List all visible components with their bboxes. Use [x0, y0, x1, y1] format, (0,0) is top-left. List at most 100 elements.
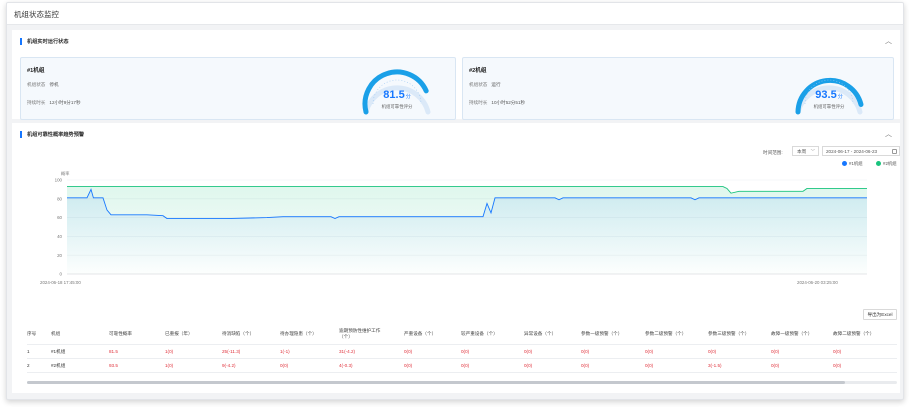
gauge-arc [362, 69, 431, 115]
status-panel-title: 机组实时运行状态 [27, 39, 69, 45]
column-header: 机组 [51, 331, 61, 336]
y-tick-label: 100 [55, 178, 63, 183]
y-tick-label: 0 [60, 272, 63, 277]
table-cell: 9(-4.2) [222, 363, 236, 368]
status-label: 机组状态 [27, 82, 46, 87]
table-cell: #2机组 [51, 363, 66, 368]
series-area [67, 189, 867, 274]
x-tick-label: 2024-06-20 03:25:00 [797, 280, 838, 285]
series-line [67, 186, 867, 194]
horizontal-scrollbar[interactable] [27, 381, 897, 384]
table-cell: 4(-0.3) [339, 363, 353, 368]
table-cell: 2 [27, 363, 30, 368]
status-panel-header: 机组实时运行状态 ︿ [12, 30, 900, 52]
column-header: 参数二级预警（个） [645, 331, 687, 336]
column-header: 异常设备（个） [524, 331, 557, 336]
unit-status-line: 机组状态 停机 [27, 82, 59, 88]
range-select[interactable]: 本周 ﹀ [792, 146, 819, 156]
column-header: 待消缺陷（个） [222, 331, 255, 336]
table-cell: 0(0) [833, 349, 842, 354]
table-cell: 0(0) [461, 349, 470, 354]
status-value: 运行 [491, 82, 501, 87]
legend-item-2[interactable]: #2机组 [876, 161, 897, 167]
gauge-track [795, 85, 863, 115]
table-cell: 25(-11.3) [222, 349, 241, 354]
calendar-icon [892, 149, 897, 154]
unit-status-line: 机组状态 运行 [469, 82, 501, 88]
unit-name: #2机组 [469, 68, 487, 74]
score-value: 81.5分 [383, 89, 411, 101]
score-label: 机组可靠性评分 [813, 104, 845, 109]
status-value: 停机 [49, 82, 59, 87]
collapse-chevron-icon[interactable]: ︿ [885, 38, 892, 45]
table-cell: 0(0) [645, 363, 654, 368]
gauge-track [363, 85, 431, 115]
date-range-picker[interactable]: 2024-06-17 - 2024-06-23 [822, 146, 900, 156]
unit-duration-line: 持续时长 12小时9分17秒 [27, 100, 81, 106]
duration-label: 持续时长 [469, 100, 488, 105]
unit-card-1: #1机组 机组状态 停机 持续时长 12小时9分17秒 81.5分 机组可靠性评分 [20, 57, 456, 120]
table-cell: 0(0) [581, 349, 590, 354]
y-axis-label: 概率 [61, 170, 69, 177]
gauge-inner-ring [804, 79, 854, 105]
column-header: 故障一级预警（个） [771, 331, 813, 336]
table-row[interactable]: 2 #2机组 93.5 1(0) 9(-4.2) 0(0) 4(-0.3) 0(0) 0(0) 0… [27, 359, 897, 373]
table-cell: 0(0) [833, 363, 842, 368]
table-cell: 81.5 [109, 349, 118, 354]
table-cell: 0(0) [280, 363, 289, 368]
y-tick-label: 60 [57, 215, 62, 220]
table-cell: 0(0) [708, 349, 717, 354]
top-bar: 机组状态监控 [7, 3, 903, 25]
legend-item-1[interactable]: #1机组 [842, 161, 863, 167]
table-cell: 0(0) [771, 349, 780, 354]
section-marker [20, 38, 22, 45]
table-cell: 0(0) [771, 363, 780, 368]
table-cell: 3(-1.5) [708, 363, 722, 368]
gauge-arc [795, 77, 864, 115]
gauge-fill [362, 69, 429, 115]
legend-dot-icon [842, 161, 847, 166]
column-header: 故障二级预警（个） [833, 331, 875, 336]
table-cell: 93.5 [109, 363, 118, 368]
range-select-value: 本周 [797, 149, 807, 154]
column-header: 已重报（年） [165, 331, 193, 336]
column-header: 严重设备（个） [404, 331, 437, 336]
column-header: 待办理隐患（个） [280, 331, 317, 336]
x-tick-label: 2024-06-18 17:45:00 [40, 280, 81, 285]
duration-value: 12小时9分17秒 [49, 100, 81, 105]
app-window: 机组状态监控 机组实时运行状态 ︿ #1机组 机组状态 停机 持续时长 12小时9分… [6, 2, 904, 400]
table-cell: 0(0) [581, 363, 590, 368]
trend-panel-header: 机组可靠性概率趋势预警 ︿ [12, 123, 900, 145]
page-title: 机组状态监控 [14, 10, 59, 19]
scrollbar-thumb[interactable] [27, 381, 845, 384]
unit-card-2: #2机组 机组状态 运行 持续时长 10小时52分51秒 93.5分 机组可靠性评分 [462, 57, 894, 120]
status-label: 机组状态 [469, 82, 488, 87]
y-tick-label: 20 [57, 253, 62, 258]
gauge-fill [795, 77, 864, 115]
y-tick-label: 40 [57, 234, 62, 239]
table-cell: 1(0) [165, 349, 174, 354]
score-gauge: 93.5分 机组可靠性评分 [789, 64, 869, 116]
table-cell: 0(0) [524, 349, 533, 354]
score-value: 93.5分 [815, 89, 843, 101]
table-cell: 0(0) [404, 363, 413, 368]
table-row[interactable]: 1 #1机组 81.5 1(0) 25(-11.3) 1(-1) 31(-4.2) 0(0) 0… [27, 345, 897, 359]
unit-name: #1机组 [27, 68, 45, 74]
table-cell: 1(0) [165, 363, 174, 368]
status-panel: 机组实时运行状态 ︿ #1机组 机组状态 停机 持续时长 12小时9分17秒 81.… [12, 30, 900, 120]
export-excel-button[interactable]: 导出为Excel [863, 309, 897, 320]
column-header: 序号 [27, 331, 37, 336]
duration-label: 持续时长 [27, 100, 46, 105]
duration-value: 10小时52分51秒 [491, 100, 526, 105]
series-line [67, 188, 867, 220]
chevron-down-icon: ﹀ [810, 149, 815, 154]
table-header: 序号 机组 可靠性概率 已重报（年） 待消缺陷（个） 待办理隐患（个） 逾期预防性维护工作（… [27, 327, 897, 345]
table-cell: 1(-1) [280, 349, 290, 354]
section-marker [20, 131, 22, 138]
column-header: 逾期预防性维护工作（个） [339, 328, 381, 339]
legend-label: #2机组 [883, 161, 897, 166]
y-tick-label: 80 [57, 196, 62, 201]
score-gauge: 81.5分 机组可靠性评分 [357, 64, 437, 116]
collapse-chevron-icon[interactable]: ︿ [885, 131, 892, 138]
